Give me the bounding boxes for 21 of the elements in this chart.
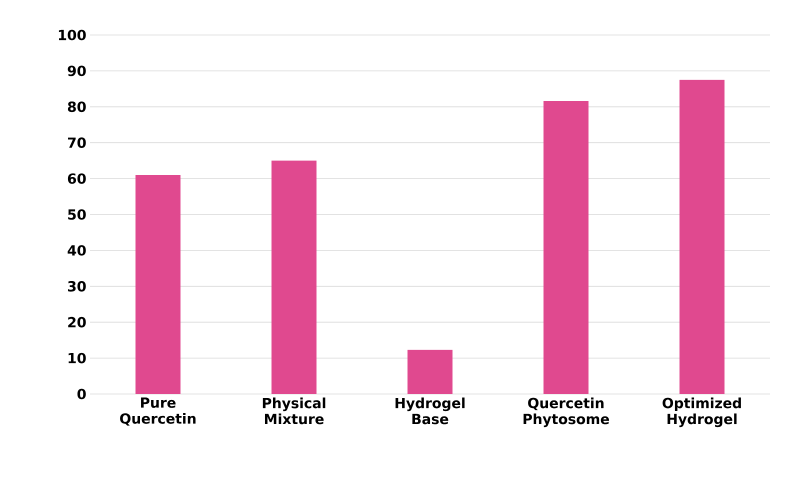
bar <box>680 80 725 394</box>
y-tick-label: 30 <box>68 281 86 292</box>
x-tick-label: Quercetin Phytosome <box>524 398 610 428</box>
bar <box>136 175 181 394</box>
y-tick-label: 50 <box>68 209 86 220</box>
x-tick-label: Hydrogel Base <box>396 398 465 424</box>
bar <box>408 350 453 394</box>
y-tick-label: 80 <box>68 102 86 112</box>
bar <box>544 101 589 394</box>
bar <box>272 160 317 394</box>
y-tick-label: 70 <box>68 137 86 148</box>
x-tick-label: Physical Mixture <box>262 398 326 424</box>
y-tick-label: 0 <box>77 388 86 400</box>
y-tick-label: 20 <box>68 316 86 328</box>
y-tick-label: 60 <box>68 173 86 184</box>
y-tick-label: 10 <box>68 352 86 364</box>
y-tick-label: 90 <box>68 66 86 76</box>
y-tick-label: 40 <box>68 245 86 256</box>
x-tick-label: Pure Quercetin <box>120 398 196 426</box>
y-tick-label: 100 <box>58 30 86 40</box>
x-tick-label: Optimized Hydrogel <box>662 398 741 428</box>
